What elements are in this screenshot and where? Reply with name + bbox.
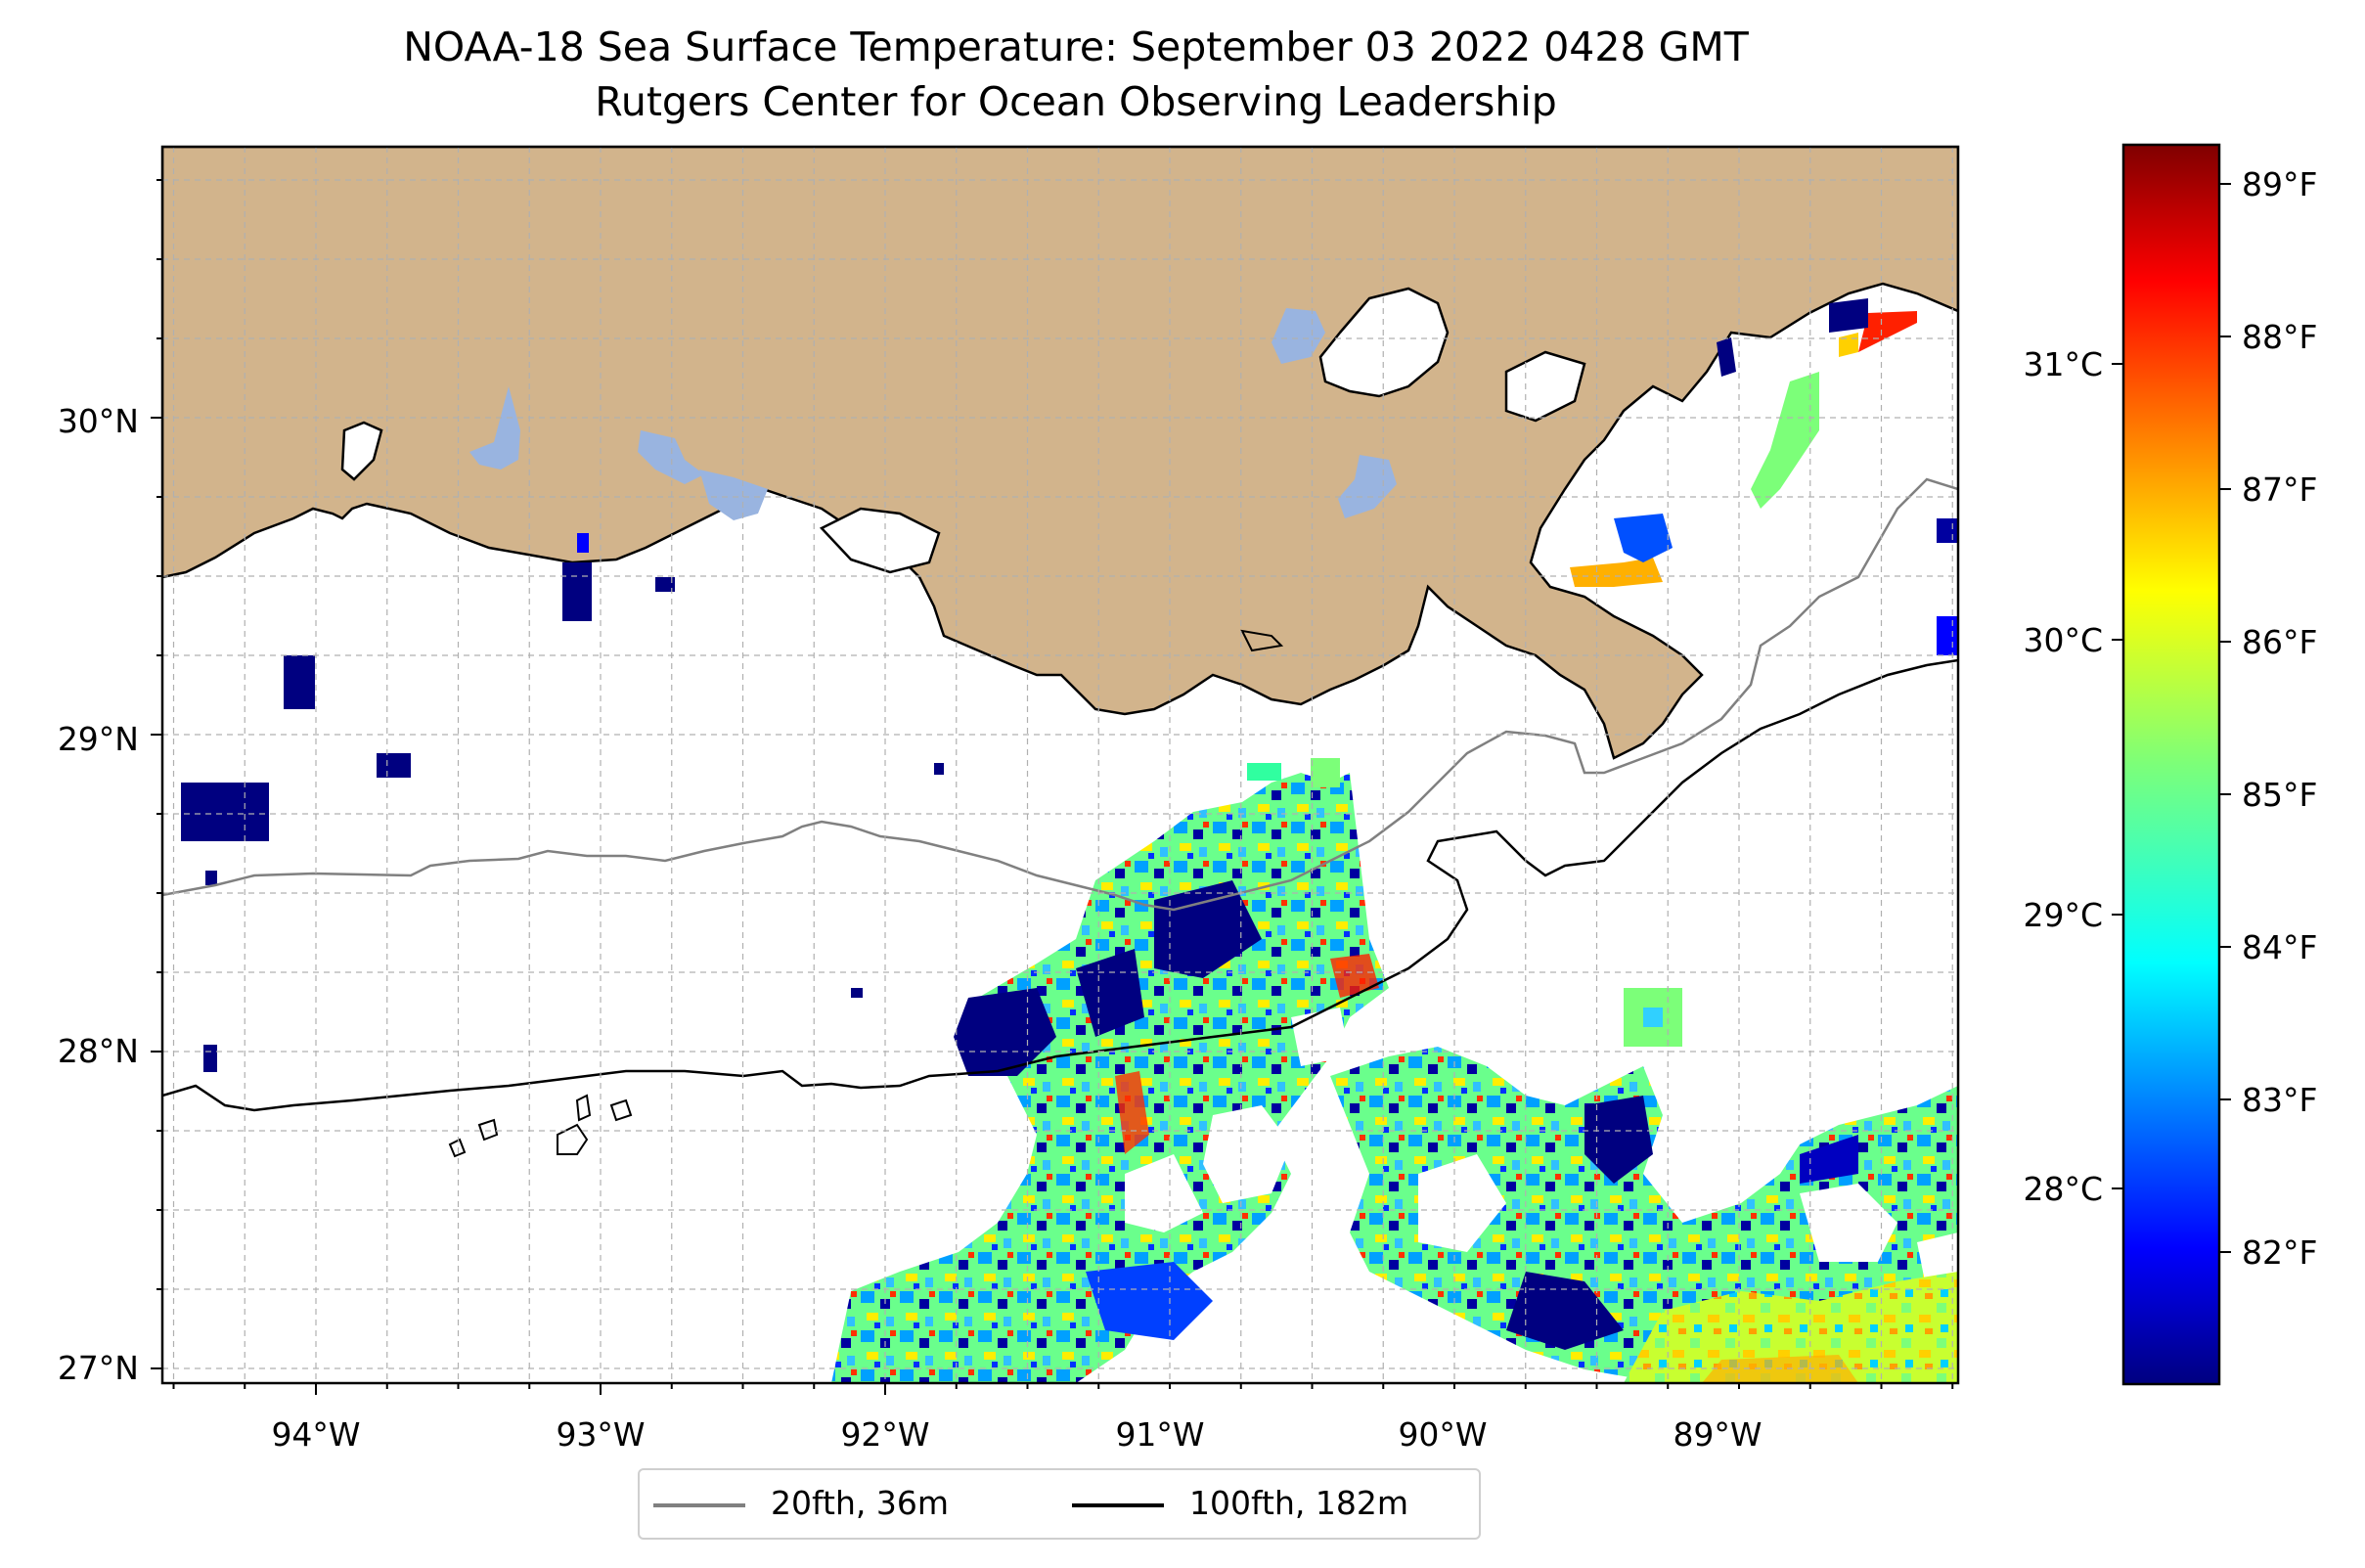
gridlines bbox=[162, 147, 1958, 1383]
colorbar bbox=[2121, 143, 2221, 1386]
celsius-tick-label: 28°C bbox=[2023, 1170, 2103, 1208]
map-frame bbox=[160, 145, 1960, 1385]
lat-tick-label: 27°N bbox=[58, 1349, 139, 1387]
contour-100fth bbox=[162, 658, 1958, 1112]
legend-swatch-gray bbox=[653, 1502, 745, 1507]
lat-tick-labels: 27°N 28°N 29°N 30°N bbox=[58, 402, 139, 1387]
legend-item-100fth: 100fth, 182m bbox=[1072, 1484, 1408, 1523]
land-mass bbox=[162, 147, 1958, 760]
colorbar-fahrenheit-labels: 89°F 88°F 87°F 86°F 85°F 84°F 83°F 82°F bbox=[2242, 165, 2317, 1272]
fahrenheit-tick-label: 84°F bbox=[2242, 928, 2317, 966]
lake-pontchartrain bbox=[1318, 287, 1450, 398]
fahrenheit-tick-label: 83°F bbox=[2242, 1081, 2317, 1119]
fahrenheit-tick-label: 88°F bbox=[2242, 318, 2317, 356]
lon-tick-label: 94°W bbox=[271, 1415, 360, 1454]
lon-tick-label: 90°W bbox=[1398, 1415, 1487, 1454]
lon-tick-label: 91°W bbox=[1115, 1415, 1204, 1454]
lat-tick-label: 30°N bbox=[58, 402, 139, 440]
map-title: NOAA-18 Sea Surface Temperature: Septemb… bbox=[403, 23, 1749, 70]
lon-tick-label: 89°W bbox=[1673, 1415, 1762, 1454]
lat-tick-label: 28°N bbox=[58, 1032, 139, 1070]
legend-label: 20fth, 36m bbox=[771, 1484, 949, 1522]
celsius-tick-label: 31°C bbox=[2023, 345, 2103, 383]
celsius-tick-label: 30°C bbox=[2023, 621, 2103, 659]
fahrenheit-tick-label: 82°F bbox=[2242, 1233, 2317, 1272]
islands bbox=[448, 629, 1284, 1158]
contour-legend: 20fth, 36m 100fth, 182m bbox=[638, 1468, 1481, 1540]
colorbar-ticks bbox=[2112, 183, 2231, 1253]
lakes bbox=[469, 308, 1397, 520]
lon-tick-label: 93°W bbox=[556, 1415, 645, 1454]
fahrenheit-tick-label: 87°F bbox=[2242, 470, 2317, 509]
legend-item-20fth: 20fth, 36m bbox=[653, 1484, 949, 1523]
map-plot-area bbox=[162, 147, 1958, 1383]
colorbar-celsius-labels: 31°C 30°C 29°C 28°C bbox=[2023, 345, 2103, 1208]
fahrenheit-tick-label: 86°F bbox=[2242, 623, 2317, 661]
fahrenheit-tick-label: 89°F bbox=[2242, 165, 2317, 203]
legend-swatch-black bbox=[1072, 1502, 1164, 1507]
lon-tick-labels: 94°W 93°W 92°W 91°W 90°W 89°W bbox=[271, 1415, 1762, 1454]
legend-label: 100fth, 182m bbox=[1189, 1484, 1408, 1522]
lat-tick-label: 29°N bbox=[58, 720, 139, 758]
map-subtitle: Rutgers Center for Ocean Observing Leade… bbox=[595, 78, 1557, 125]
lon-tick-label: 92°W bbox=[840, 1415, 929, 1454]
axis-ticks bbox=[151, 179, 1954, 1395]
fahrenheit-tick-label: 85°F bbox=[2242, 776, 2317, 814]
celsius-tick-label: 29°C bbox=[2023, 896, 2103, 934]
contour-20fth bbox=[162, 477, 1958, 912]
